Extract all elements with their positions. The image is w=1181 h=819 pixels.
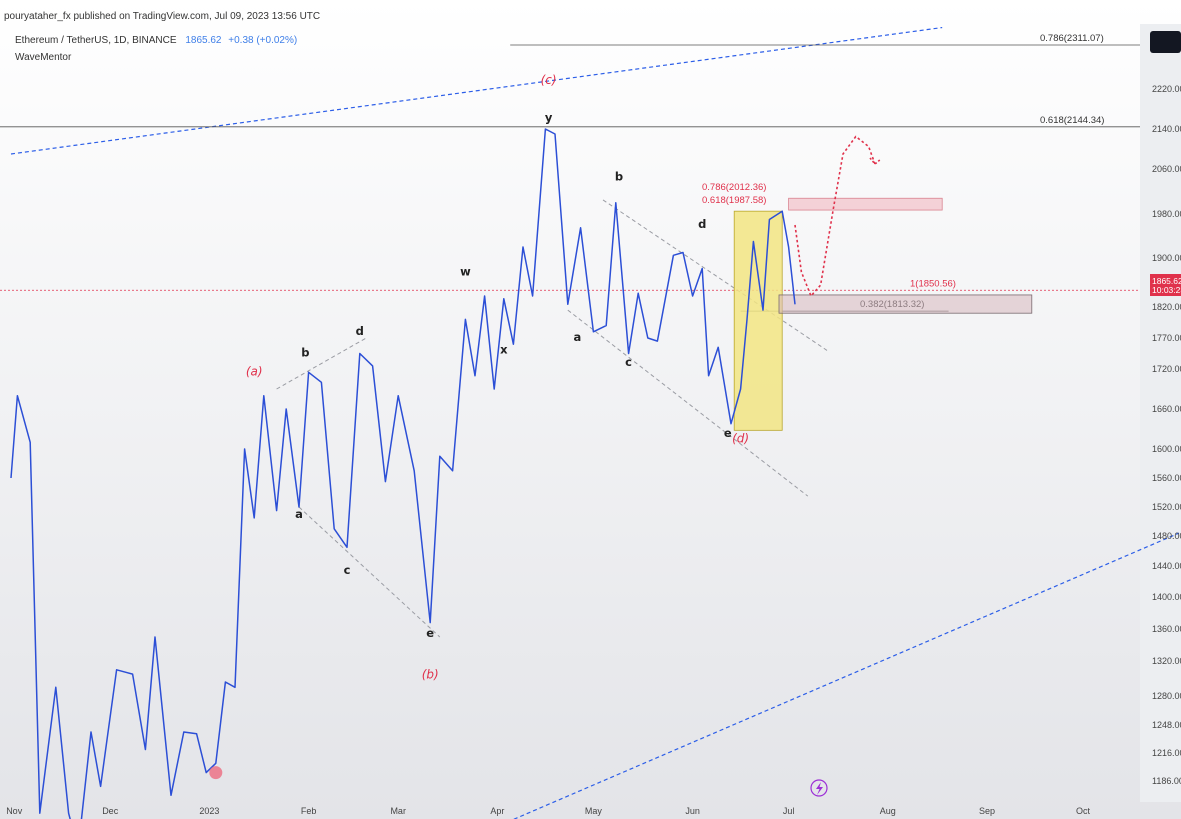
wave-channel-line[interactable] <box>567 309 809 497</box>
wave-channel-line[interactable] <box>298 506 441 638</box>
lightning-icon[interactable] <box>810 779 828 797</box>
x-tick-label: Feb <box>301 806 317 816</box>
y-tick-label: 1480.00 <box>1152 531 1181 541</box>
wave-label: e <box>724 426 732 440</box>
x-tick-label: Oct <box>1076 806 1091 816</box>
x-tick-label: Mar <box>390 806 406 816</box>
wave-label: c <box>625 355 632 369</box>
price-line[interactable] <box>10 128 796 819</box>
y-tick-label: 1320.00 <box>1152 656 1181 666</box>
indicator-label[interactable]: WaveMentor <box>15 52 72 63</box>
y-tick-label: 1720.00 <box>1152 364 1181 374</box>
y-tick-label: 2220.00 <box>1152 84 1181 94</box>
symbol-name: Ethereum / TetherUS, 1D, BINANCE <box>15 35 177 46</box>
wave-label: w <box>460 264 471 278</box>
wave-label: c <box>344 563 351 577</box>
x-tick-label: Apr <box>490 806 504 816</box>
x-tick-label: Dec <box>102 806 119 816</box>
wave-channel-line[interactable] <box>602 199 828 351</box>
projection-arrowhead <box>869 157 882 166</box>
wave-label: (b) <box>422 668 439 682</box>
y-tick-label: 1216.00 <box>1152 748 1181 758</box>
fib-target-label: 0.786(2012.36) <box>702 182 766 193</box>
wave-channel-line[interactable] <box>276 337 367 390</box>
wave-label: e <box>426 626 434 640</box>
y-tick-label: 1440.00 <box>1152 561 1181 571</box>
price-badge-value: 1865.62 <box>1152 276 1181 286</box>
wave-label: b <box>301 346 309 360</box>
price-badge-countdown: 10:03:23 <box>1152 285 1181 295</box>
x-tick-label: Jun <box>685 806 700 816</box>
projection-path[interactable] <box>794 135 876 297</box>
fib-level-label: 0.618(2144.34) <box>1040 115 1104 126</box>
wave-label: d <box>356 324 364 338</box>
fib-level-label: 1(1850.56) <box>910 278 956 289</box>
y-tick-label: 1186.00 <box>1152 776 1181 786</box>
x-tick-label: May <box>585 806 603 816</box>
y-tick-label: 1980.00 <box>1152 209 1181 219</box>
wave-label: a <box>295 507 303 521</box>
y-tick-label: 1600.00 <box>1152 444 1181 454</box>
y-tick-label: 2140.00 <box>1152 124 1181 134</box>
y-tick-label: 1360.00 <box>1152 624 1181 634</box>
wave-label: d <box>698 217 706 231</box>
target-zone[interactable] <box>788 197 943 211</box>
y-tick-label: 1660.00 <box>1152 404 1181 414</box>
y-tick-label: 2060.00 <box>1152 164 1181 174</box>
wave-label: (a) <box>246 365 263 379</box>
support-zone[interactable] <box>778 294 1033 314</box>
price-scale[interactable] <box>1140 24 1181 802</box>
y-tick-label: 1400.00 <box>1152 592 1181 602</box>
y-tick-label: 1770.00 <box>1152 333 1181 343</box>
wave-label: y <box>545 111 553 125</box>
start-marker <box>209 766 223 780</box>
last-price: 1865.62 <box>185 35 222 46</box>
highlight-zone[interactable] <box>733 210 783 431</box>
y-tick-label: 1248.00 <box>1152 720 1181 730</box>
y-tick-label: 1820.00 <box>1152 302 1181 312</box>
price-badge[interactable] <box>1150 274 1181 296</box>
wave-label: (c) <box>541 73 557 87</box>
y-tick-label: 1560.00 <box>1152 473 1181 483</box>
channel-line[interactable] <box>10 26 943 155</box>
fib-level-label: 0.786(2311.07) <box>1040 33 1104 44</box>
wave-label: x <box>500 343 508 357</box>
price-change: +0.38 (+0.02%) <box>228 35 297 46</box>
x-tick-label: Jul <box>783 806 795 816</box>
wave-label: b <box>615 169 623 183</box>
fib-target-label: 0.618(1987.58) <box>702 195 766 206</box>
y-tick-label: 1520.00 <box>1152 502 1181 512</box>
x-tick-label: Aug <box>880 806 896 816</box>
published-text: pouryataher_fx published on TradingView.… <box>4 11 320 22</box>
wave-label: a <box>574 330 582 344</box>
symbol-title: Ethereum / TetherUS, 1D, BINANCE 1865.62… <box>15 35 297 46</box>
x-tick-label: Nov <box>6 806 23 816</box>
wave-label: (d) <box>732 431 749 445</box>
x-tick-label: Sep <box>979 806 995 816</box>
y-tick-label: 1280.00 <box>1152 691 1181 701</box>
x-tick-label: 2023 <box>199 806 219 816</box>
top-right-button[interactable] <box>1150 31 1181 53</box>
y-tick-label: 1900.00 <box>1152 253 1181 263</box>
